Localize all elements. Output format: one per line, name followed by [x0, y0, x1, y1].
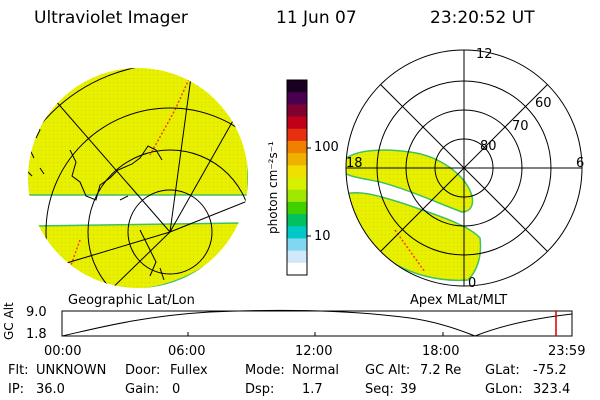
flt-value: UNKNOWN — [36, 363, 107, 378]
altitude-curve — [61, 309, 573, 337]
emission-streak — [149, 68, 195, 156]
altitude-timeline — [61, 309, 573, 337]
emission-streak — [69, 239, 81, 269]
colorbar-segment — [287, 104, 307, 118]
timeline-xtick-1800: 18:00 — [422, 344, 460, 359]
colorbar-segment — [287, 238, 307, 252]
colorbar-segment — [287, 226, 307, 239]
colorbar-segment — [287, 214, 307, 227]
door-label: Door: — [125, 363, 161, 378]
glon-value: 323.4 — [533, 382, 571, 397]
timeline-ylabel: GC Alt — [2, 302, 16, 340]
geographic-image-panel — [28, 68, 248, 288]
dsp-value: 1.7 — [302, 382, 323, 397]
lat-circle — [127, 189, 213, 275]
colorbar-segment — [287, 140, 307, 154]
apex-panel-label: Apex MLat/MLT — [410, 293, 508, 308]
timeline-frame — [61, 310, 573, 337]
gcalt-label: GC Alt: — [365, 363, 411, 378]
timeline-xtick-1200: 12:00 — [295, 344, 333, 359]
mlt-label-0: 0 — [468, 276, 477, 291]
glat-label: GLat: — [485, 363, 520, 378]
gain-value: 0 — [172, 382, 181, 397]
lat-circle — [45, 107, 248, 288]
observation-time: 23:20:52 UT — [430, 8, 535, 28]
ip-label: IP: — [8, 382, 25, 397]
colorbar-segment — [287, 153, 307, 166]
glon-label: GLon: — [485, 382, 523, 397]
emission-region-oval-upper — [346, 149, 474, 213]
mlt-label-12: 12 — [476, 47, 493, 62]
mode-label: Mode: — [245, 363, 285, 378]
colorbar-frame — [286, 79, 308, 276]
colorbar-segment — [287, 189, 307, 203]
geographic-panel-label: Geographic Lat/Lon — [68, 293, 195, 308]
gain-label: Gain: — [125, 382, 160, 397]
colorbar-segment — [287, 165, 307, 178]
apex-image-panel — [345, 49, 583, 287]
colorbar-segment — [287, 201, 307, 215]
door-value: Fullex — [170, 363, 208, 378]
emission-region-upper — [28, 68, 248, 196]
mlt-label-18: 18 — [346, 156, 363, 171]
lon-line — [169, 199, 248, 233]
colorbar-tick-10: 10 — [314, 229, 331, 244]
seq-value: 39 — [400, 382, 417, 397]
mode-value: Normal — [292, 363, 340, 378]
timeline-xtick-0000: 00:00 — [44, 344, 82, 359]
lon-line — [99, 231, 171, 288]
coastline — [28, 123, 45, 177]
flt-label: Flt: — [8, 363, 29, 378]
colorbar-segment — [287, 250, 307, 264]
colorbar-segment — [287, 92, 307, 105]
colorbar-segment — [287, 128, 307, 142]
timeline-xtick-2359: 23:59 — [548, 344, 586, 359]
lat-circle — [87, 149, 248, 288]
gcalt-value: 7.2 Re — [420, 363, 462, 378]
mlat-label-60: 60 — [535, 96, 552, 111]
mlat-label-80: 80 — [480, 139, 497, 154]
dsp-label: Dsp: — [245, 382, 275, 397]
colorbar-segment — [287, 80, 307, 93]
instrument-title: Ultraviolet Imager — [34, 8, 188, 28]
timeline-ytick-bottom: 1.8 — [26, 327, 47, 342]
seq-label: Seq: — [365, 382, 394, 397]
mlt-label-6: 6 — [576, 156, 585, 171]
timeline-ytick-top: 9.0 — [26, 305, 47, 320]
ip-value: 36.0 — [36, 382, 65, 397]
colorbar-segment — [287, 177, 307, 191]
colorbar-unit-label: photon cm⁻²s⁻¹ — [266, 141, 280, 234]
emission-streak — [394, 229, 426, 273]
colorbar-segment — [287, 262, 307, 276]
glat-value: -75.2 — [533, 363, 567, 378]
colorbar-tick-100: 100 — [314, 140, 339, 155]
colorbar — [286, 79, 311, 276]
observation-date: 11 Jun 07 — [276, 8, 357, 28]
colorbar-segment — [287, 116, 307, 130]
mlat-label-70: 70 — [512, 119, 529, 134]
mlt-meridian — [380, 84, 548, 252]
timeline-xtick-0600: 06:00 — [168, 344, 206, 359]
